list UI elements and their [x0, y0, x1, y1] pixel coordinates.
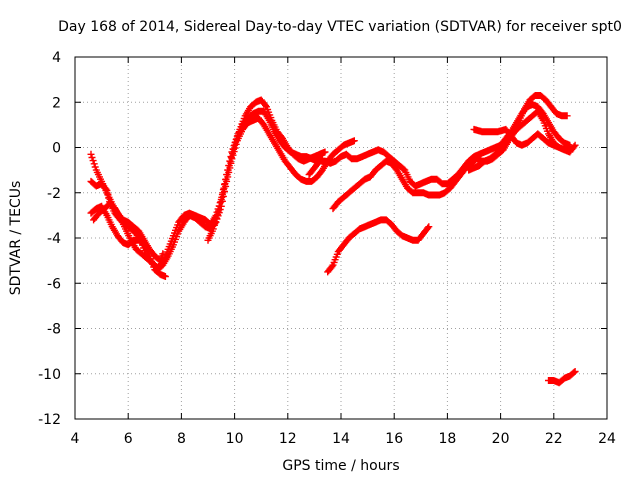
data-points: [87, 92, 579, 387]
chart-title: Day 168 of 2014, Sidereal Day-to-day VTE…: [58, 19, 622, 35]
x-tick-label: 16: [385, 431, 403, 447]
series-track-11: [545, 368, 579, 387]
y-tick-label: 2: [52, 95, 61, 111]
series-track-10: [470, 125, 579, 156]
y-tick-label: 4: [52, 50, 61, 66]
series-track-5: [204, 96, 329, 244]
x-tick-label: 22: [545, 431, 563, 447]
x-axis-label: GPS time / hours: [282, 458, 399, 474]
grid: [75, 57, 607, 419]
x-tick-label: 24: [598, 431, 616, 447]
x-tick-label: 4: [71, 431, 80, 447]
x-tick-label: 18: [438, 431, 456, 447]
x-tick-label: 8: [177, 431, 186, 447]
y-tick-label: -12: [38, 412, 61, 428]
series-track-3: [90, 114, 358, 274]
x-tick-label: 12: [279, 431, 297, 447]
y-tick-label: 0: [52, 141, 61, 157]
y-tick-label: -4: [47, 231, 61, 247]
point-markers: [87, 202, 169, 280]
y-tick-label: -6: [47, 276, 61, 292]
series-track-8: [324, 216, 433, 276]
series-track-4: [87, 202, 169, 280]
point-markers: [204, 96, 329, 244]
plot-frame: [74, 56, 608, 420]
y-axis-label: SDTVAR / TECUs: [8, 181, 24, 296]
x-tick-label: 14: [332, 431, 350, 447]
y-tick-label: -10: [38, 367, 61, 383]
x-tick-label: 10: [226, 431, 244, 447]
y-tick-label: -8: [47, 322, 61, 338]
y-tick-label: -2: [47, 186, 61, 202]
point-markers: [470, 125, 579, 156]
point-markers: [545, 368, 579, 387]
point-markers: [90, 114, 358, 274]
point-markers: [324, 216, 433, 276]
x-tick-label: 20: [492, 431, 510, 447]
x-tick-label: 6: [124, 431, 133, 447]
